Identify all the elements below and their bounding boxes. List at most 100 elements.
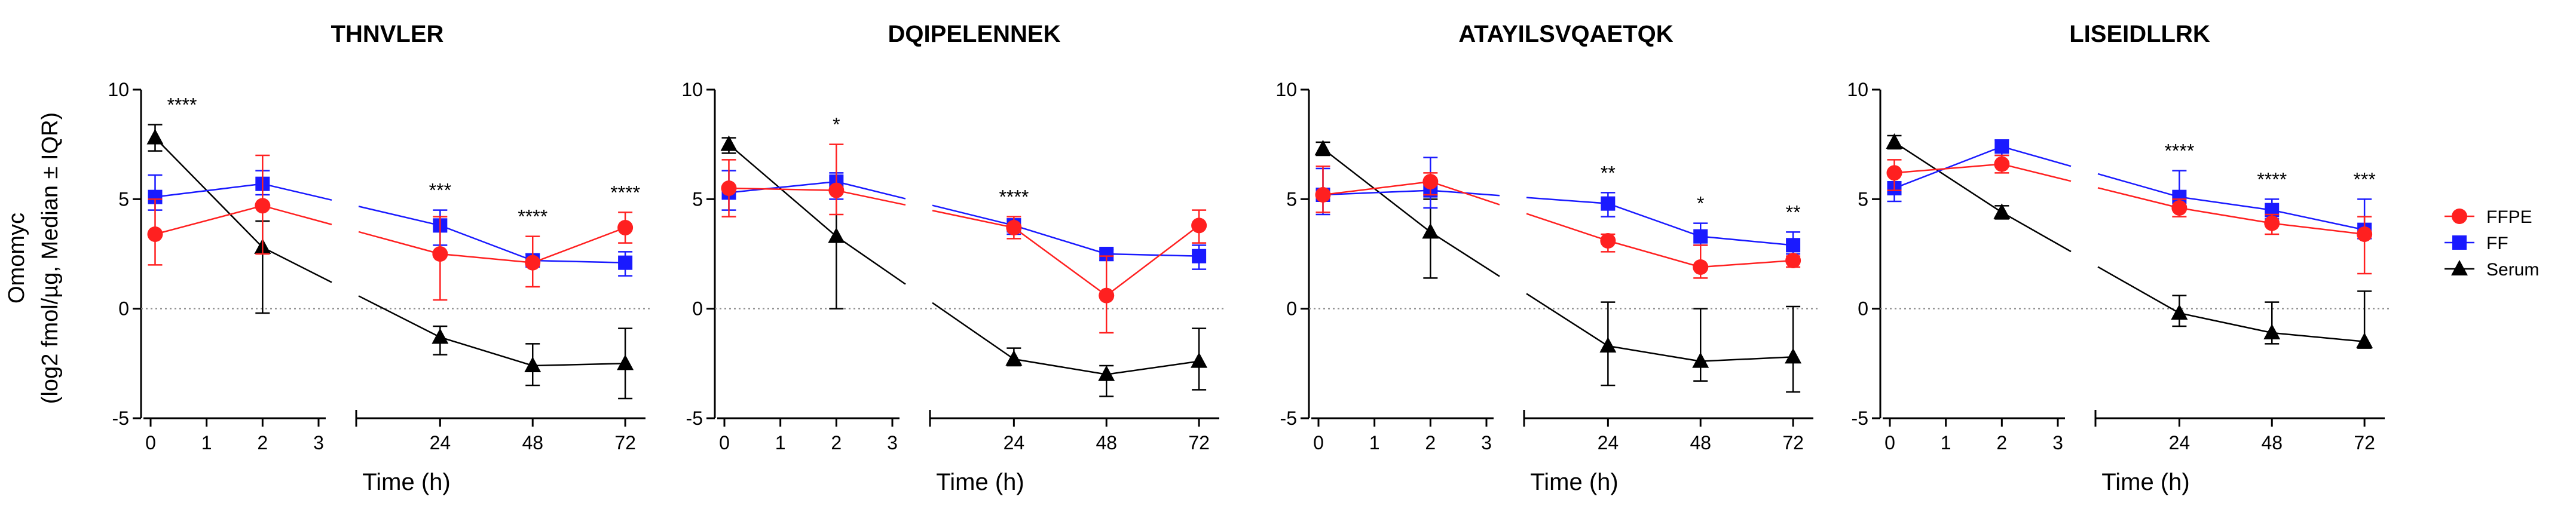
y-tick-label: 0 — [692, 298, 703, 320]
x-tick-label: 24 — [1598, 432, 1619, 453]
series-ff — [148, 170, 633, 277]
y-tick-label: 10 — [1847, 79, 1868, 100]
x-axis-title: Time (h) — [362, 469, 450, 495]
data-point-serum — [617, 354, 634, 370]
series-line-segment — [1323, 180, 1431, 196]
significance-marker: ** — [1786, 201, 1801, 223]
data-point-ff — [618, 255, 633, 270]
x-tick-label: 3 — [2052, 432, 2063, 453]
x-tick-label: 1 — [775, 432, 786, 453]
significance-marker: * — [833, 114, 840, 136]
series-line-segment — [358, 231, 440, 255]
y-tick-label: 5 — [118, 188, 129, 210]
data-point-ffpe — [432, 246, 448, 262]
data-point-ffpe — [1006, 220, 1022, 235]
series-line-segment — [2179, 207, 2272, 224]
x-axis-title: Time (h) — [2101, 469, 2189, 495]
data-point-serum — [1098, 365, 1115, 381]
significance-marker: **** — [2257, 168, 2287, 190]
series-ffpe — [1886, 154, 2373, 275]
series-line-segment — [1106, 360, 1200, 375]
series-line-segment — [836, 235, 906, 285]
series-line-segment — [1526, 293, 1609, 347]
series-line-segment — [1526, 213, 1608, 242]
series-line-segment — [1106, 225, 1200, 296]
series-ff — [1315, 157, 1801, 255]
series-line-segment — [1013, 225, 1107, 255]
x-tick-label: 48 — [2261, 432, 2283, 453]
series-line-segment — [2272, 332, 2365, 342]
series-line-segment — [358, 295, 440, 338]
x-tick-label: 0 — [145, 432, 156, 453]
x-tick-label: 3 — [1481, 432, 1492, 453]
y-tick-label: -5 — [686, 407, 703, 429]
significance-marker: **** — [167, 94, 197, 116]
x-axis-title: Time (h) — [1530, 469, 1618, 495]
significance-marker: *** — [2353, 168, 2375, 190]
series-line-segment — [439, 336, 533, 367]
series-serum — [1886, 133, 2373, 349]
data-point-serum — [524, 357, 541, 372]
x-tick-label: 2 — [257, 432, 268, 453]
x-tick-label: 24 — [430, 432, 451, 453]
legend-label: FF — [2486, 234, 2508, 253]
series-line-segment — [1322, 148, 1431, 233]
y-axis-label: Omomyc (log2 fmol/µg, Median ± IQR) — [4, 112, 63, 404]
x-tick-label: 48 — [1690, 432, 1711, 453]
series-ff — [1887, 139, 2372, 240]
series-ffpe — [1315, 166, 1801, 279]
series-line-segment — [2179, 312, 2272, 334]
y-axis-label-line2: (log2 fmol/µg, Median ± IQR) — [38, 112, 63, 404]
series-line-segment — [1894, 163, 2002, 174]
data-point-ff — [1601, 196, 1616, 211]
legend-item-ffpe: FFPE — [2445, 207, 2532, 227]
y-tick-label: 0 — [1858, 298, 1868, 320]
data-point-ffpe — [1785, 253, 1801, 268]
data-point-ffpe — [1422, 174, 1439, 189]
series-line-segment — [1893, 141, 2003, 213]
series-line-segment — [1700, 259, 1794, 268]
series-line-segment — [2002, 163, 2072, 182]
x-tick-label: 2 — [1996, 432, 2007, 453]
series-line-segment — [1526, 197, 1608, 204]
series-ffpe — [721, 143, 1207, 334]
data-point-ffpe — [147, 226, 163, 242]
significance-marker: **** — [518, 206, 547, 228]
y-tick-label: -5 — [112, 407, 129, 429]
series-line-segment — [154, 137, 264, 248]
x-tick-label: 1 — [1941, 432, 1951, 453]
series-serum — [146, 124, 634, 400]
data-point-ffpe — [2264, 215, 2280, 231]
x-tick-label: 24 — [2169, 432, 2190, 453]
data-point-ffpe — [1886, 165, 1902, 181]
x-tick-label: 2 — [831, 432, 842, 453]
series-line-segment — [2097, 266, 2180, 314]
data-point-serum — [1005, 350, 1023, 366]
series-line-segment — [1700, 235, 1794, 246]
series-line-segment — [932, 210, 1014, 229]
series-line-segment — [155, 205, 263, 235]
series-line-segment — [1014, 358, 1107, 375]
series-line-segment — [533, 259, 626, 263]
data-point-ffpe — [1099, 287, 1115, 304]
series-line-segment — [262, 183, 332, 201]
data-point-ffpe — [1315, 187, 1331, 203]
data-point-serum — [1599, 337, 1617, 353]
series-line-segment — [1607, 203, 1701, 237]
legend-item-serum: Serum — [2445, 260, 2539, 280]
significance-marker: **** — [2164, 140, 2194, 162]
y-tick-label: 5 — [1286, 188, 1297, 210]
data-point-ffpe — [828, 182, 845, 198]
legend: FFPE FF Serum — [2445, 207, 2539, 280]
data-point-ffpe — [721, 180, 737, 196]
data-point-serum — [720, 135, 738, 151]
data-point-serum — [1692, 352, 1709, 368]
data-point-ff — [1994, 139, 2009, 154]
panel-title: LISEIDLLRK — [2069, 21, 2210, 47]
series-line-segment — [2179, 196, 2272, 211]
series-serum — [1314, 140, 1802, 393]
